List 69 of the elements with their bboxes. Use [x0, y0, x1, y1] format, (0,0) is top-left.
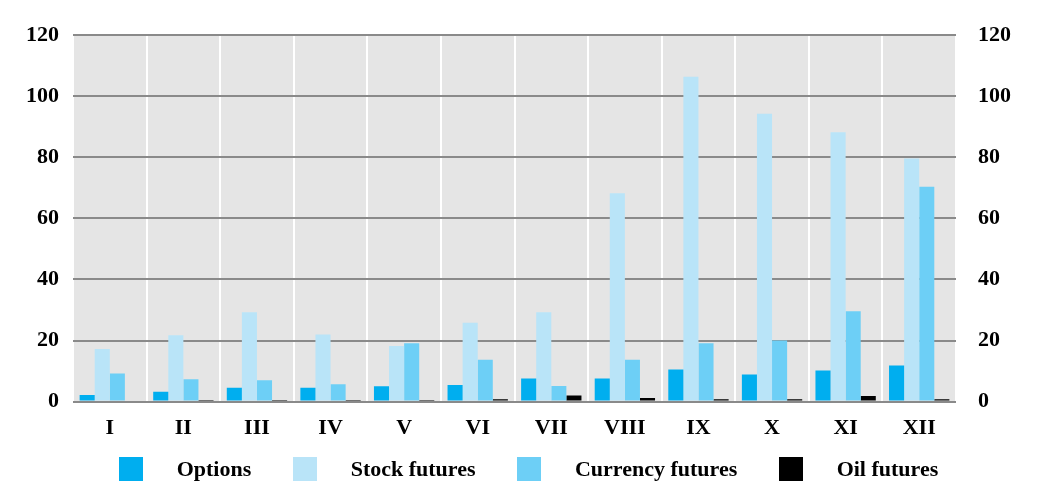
x-tick-label: VIII [604, 414, 646, 440]
bar [741, 374, 757, 401]
x-tick-label: VI [465, 414, 490, 440]
x-tick-label: XI [833, 414, 858, 440]
bar [594, 378, 610, 401]
bar [477, 359, 493, 401]
legend-label: Options [176, 456, 252, 482]
bar [845, 311, 861, 401]
x-tick-label: IX [686, 414, 711, 440]
bar [919, 186, 935, 401]
x-tick-label: II [174, 414, 192, 440]
bar [698, 343, 714, 401]
x-tick-label: I [105, 414, 115, 440]
bar [668, 369, 684, 401]
bar [241, 312, 257, 401]
y2-tick-label: 80 [978, 143, 1000, 169]
bar [447, 385, 463, 401]
bar [904, 158, 920, 401]
y-tick-label: 60 [37, 204, 59, 230]
x-tick-label: X [764, 414, 781, 440]
y-tick-label: 20 [37, 326, 59, 352]
bar [815, 370, 831, 401]
bar [683, 76, 699, 401]
y2-tick-label: 20 [978, 326, 1000, 352]
bar [860, 396, 876, 401]
bar [609, 193, 625, 401]
bar [389, 346, 405, 401]
x-tick-label: V [396, 414, 413, 440]
legend-label: Currency futures [574, 456, 738, 482]
y-tick-label: 0 [48, 387, 59, 413]
bar [330, 384, 346, 401]
bar [373, 386, 390, 401]
bar [183, 379, 199, 401]
y2-tick-label: 100 [978, 81, 1011, 107]
x-tick-label: VII [534, 414, 568, 440]
bar [462, 322, 478, 401]
x-tick-label: XII [902, 414, 936, 440]
bar [536, 312, 552, 401]
y-tick-label: 80 [37, 143, 59, 169]
x-tick-label: IV [318, 414, 343, 440]
bar [624, 359, 640, 401]
bar [153, 391, 169, 401]
y2-tick-label: 0 [978, 387, 989, 413]
y2-tick-label: 120 [978, 20, 1011, 46]
bar [889, 365, 905, 401]
bar [168, 335, 184, 401]
bar [639, 397, 656, 401]
bar [830, 132, 846, 401]
bar [256, 380, 273, 401]
legend-label: Oil futures [836, 456, 939, 482]
bar [226, 387, 242, 401]
bar [566, 395, 582, 401]
bar [109, 373, 125, 401]
bar [79, 394, 95, 401]
bar [772, 340, 788, 401]
y-tick-label: 40 [37, 265, 59, 291]
bar [551, 386, 567, 401]
bar [756, 113, 773, 401]
legend-label: Stock futures [350, 456, 476, 482]
bar [404, 343, 420, 401]
y2-tick-label: 60 [978, 204, 1000, 230]
bar [300, 387, 316, 401]
y-tick-label: 120 [26, 20, 59, 46]
bar [315, 334, 331, 401]
y-tick-label: 100 [26, 81, 59, 107]
x-tick-label: III [244, 414, 270, 440]
y2-tick-label: 40 [978, 265, 1000, 291]
bar [94, 349, 110, 401]
bar [521, 378, 537, 401]
